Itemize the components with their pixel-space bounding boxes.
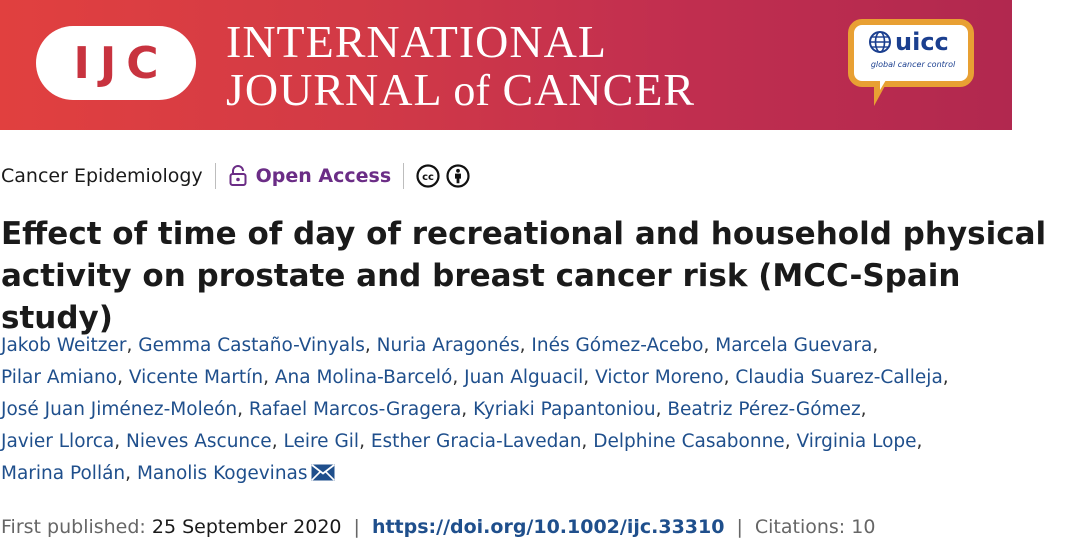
author-separator: , [703, 335, 710, 356]
author-link[interactable]: Ana Molina-Barceló [274, 367, 453, 388]
author-link[interactable]: Delphine Casabonne [593, 431, 785, 452]
article-title-line2: activity on prostate and breast cancer r… [1, 258, 961, 336]
author-separator: , [452, 367, 459, 388]
author-separator: , [916, 431, 923, 452]
citations-label[interactable]: Citations: [754, 516, 846, 538]
author-separator: , [117, 367, 123, 388]
author-link[interactable]: Kyriaki Papantoniou [473, 399, 656, 420]
author-separator: , [263, 367, 269, 388]
uicc-tagline: global cancer control [870, 60, 956, 69]
ijc-logo-letters: IJC [73, 37, 169, 89]
author-link[interactable]: Victor Moreno [595, 367, 724, 388]
uicc-bubble-tail-inner [880, 80, 886, 90]
email-icon[interactable] [310, 464, 335, 481]
uicc-wordmark: uicc [895, 28, 949, 56]
author-link[interactable]: Pilar Amiano [1, 367, 118, 388]
author-separator: , [114, 431, 121, 452]
author-link[interactable]: Gemma Castaño-Vinyals [138, 335, 365, 356]
open-lock-icon [229, 165, 247, 186]
author-link[interactable]: Inés Gómez-Acebo [531, 335, 704, 356]
journal-title-line1: INTERNATIONAL [226, 16, 607, 67]
by-icon[interactable] [446, 164, 470, 188]
author-link[interactable]: Rafael Marcos-Gragera [248, 399, 462, 420]
author-link[interactable]: Esther Gracia-Lavedan [370, 431, 582, 452]
author-separator: , [519, 335, 526, 356]
author-separator: , [723, 367, 730, 388]
citations-count[interactable]: 10 [851, 516, 876, 538]
author-separator: , [581, 431, 588, 452]
doi-link[interactable]: https://doi.org/10.1002/ijc.33310 [371, 516, 725, 538]
author-link[interactable]: Marcela Guevara [715, 335, 873, 356]
author-list: Jakob Weitzer, Gemma Castaño-Vinyals, Nu… [1, 330, 1079, 490]
author-separator: , [784, 431, 791, 452]
author-link[interactable]: Leire Gil [283, 431, 360, 452]
cc-icon[interactable]: cc [416, 164, 440, 188]
pipe-separator: | [736, 516, 743, 538]
author-separator: , [872, 335, 879, 356]
publication-info: First published: 25 September 2020 | htt… [1, 516, 875, 538]
journal-title-journal: JOURNAL [226, 64, 441, 115]
author-separator: , [364, 335, 371, 356]
journal-title-line2: JOURNAL of CANCER [226, 66, 695, 115]
meta-divider [214, 163, 216, 189]
author-separator: , [583, 367, 590, 388]
ijc-logo: IJC [36, 26, 196, 100]
author-link[interactable]: Jakob Weitzer [1, 335, 127, 356]
journal-title-of: of [453, 66, 491, 115]
author-separator: , [461, 399, 468, 420]
author-separator: , [942, 367, 949, 388]
author-link[interactable]: Javier Llorca [1, 431, 115, 452]
svg-text:cc: cc [422, 172, 434, 183]
author-link[interactable]: Marina Pollán [1, 463, 126, 484]
author-separator: , [271, 431, 278, 452]
open-access-label[interactable]: Open Access [255, 165, 392, 187]
author-link[interactable]: Nieves Ascunce [126, 431, 272, 452]
journal-title: INTERNATIONAL JOURNAL of CANCER [226, 18, 695, 115]
author-separator: , [237, 399, 244, 420]
author-link[interactable]: Manolis Kogevinas [136, 463, 308, 484]
author-link[interactable]: Juan Alguacil [464, 367, 584, 388]
author-link[interactable]: Claudia Suarez-Calleja [735, 367, 943, 388]
author-link[interactable]: Vicente Martín [128, 367, 264, 388]
first-published-label: First published: [1, 516, 146, 538]
article-title: Effect of time of day of recreational an… [1, 213, 1071, 339]
journal-title-cancer: CANCER [502, 64, 696, 115]
author-separator: , [359, 431, 365, 452]
author-link[interactable]: Virginia Lope [796, 431, 917, 452]
uicc-logo: uicc [868, 28, 949, 56]
article-title-line1: Effect of time of day of recreational an… [1, 216, 1047, 252]
author-separator: , [655, 399, 662, 420]
author-link[interactable]: José Juan Jiménez-Moleón [1, 399, 238, 420]
author-separator: , [860, 399, 867, 420]
section-label[interactable]: Cancer Epidemiology [1, 165, 203, 187]
uicc-logo-bubble[interactable] [848, 19, 974, 87]
author-link[interactable]: Beatriz Pérez-Gómez [667, 399, 861, 420]
meta-divider [403, 163, 405, 189]
author-separator: , [126, 335, 133, 356]
article-meta-row: Cancer Epidemiology Open Access cc [1, 160, 470, 192]
author-link[interactable]: Nuria Aragonés [376, 335, 520, 356]
globe-icon [869, 31, 891, 53]
journal-banner[interactable]: IJC INTERNATIONAL JOURNAL of CANCER [0, 0, 1012, 130]
author-separator: , [125, 463, 132, 484]
pipe-separator: | [353, 516, 360, 538]
first-published-date: 25 September 2020 [151, 516, 342, 538]
